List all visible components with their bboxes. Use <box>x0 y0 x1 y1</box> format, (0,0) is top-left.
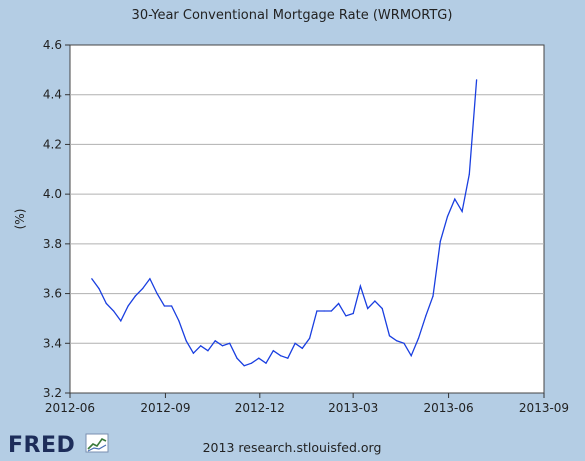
fred-logo-text: FRED <box>8 433 75 458</box>
data-point <box>359 285 361 287</box>
x-axis-ticks: 2012-06 2012-09 2012-12 2013-03 2013-06 2013-… <box>45 393 569 415</box>
data-point <box>410 355 412 357</box>
y-tick-label: 4.0 <box>43 187 62 201</box>
data-point <box>403 342 405 344</box>
data-point <box>120 320 122 322</box>
data-points <box>91 79 478 367</box>
x-tick-label: 2013-03 <box>328 401 378 415</box>
data-point <box>214 340 216 342</box>
source-credit: 2013 research.stlouisfed.org <box>203 440 382 455</box>
data-point <box>396 340 398 342</box>
data-point <box>207 350 209 352</box>
data-point <box>142 288 144 290</box>
data-point <box>330 310 332 312</box>
data-point <box>156 293 158 295</box>
data-point <box>352 312 354 315</box>
data-point <box>468 173 470 175</box>
data-point <box>432 295 434 297</box>
data-point <box>287 357 289 359</box>
y-axis-ticks: 3.2 3.4 3.6 3.8 4.0 4.2 4.4 4.6 <box>43 38 70 400</box>
data-point <box>280 355 282 357</box>
x-tick-label: 2012-12 <box>235 401 285 415</box>
chart-title: 30-Year Conventional Mortgage Rate (WRMO… <box>132 8 453 23</box>
x-tick-label: 2013-09 <box>519 401 569 415</box>
data-point <box>454 198 456 200</box>
data-point <box>91 278 93 280</box>
data-point <box>476 79 478 81</box>
data-point <box>200 345 202 347</box>
data-point <box>178 320 180 322</box>
plot-area <box>69 44 545 394</box>
data-point <box>374 300 376 302</box>
data-point <box>461 210 463 213</box>
data-point <box>171 305 173 307</box>
y-tick-label: 3.2 <box>43 386 62 400</box>
data-point <box>439 240 441 242</box>
data-point <box>301 347 303 349</box>
y-axis-label: (%) <box>13 209 27 230</box>
data-point <box>127 305 129 307</box>
data-point <box>309 337 311 339</box>
x-tick-label: 2012-09 <box>140 401 190 415</box>
data-point <box>243 365 245 367</box>
data-point <box>98 288 100 290</box>
data-point <box>236 357 238 359</box>
data-point <box>345 315 347 317</box>
series-line <box>91 79 478 367</box>
data-point <box>113 310 115 312</box>
y-tick-label: 4.6 <box>43 38 62 52</box>
y-tick-label: 4.2 <box>43 137 62 151</box>
chart-icon <box>85 433 109 453</box>
data-point <box>134 295 136 297</box>
fred-logo: FRED <box>8 433 109 458</box>
data-point <box>381 307 383 310</box>
data-point <box>338 302 340 305</box>
y-tick-label: 3.8 <box>43 237 62 251</box>
data-point <box>417 337 420 339</box>
x-tick-label: 2013-06 <box>424 401 474 415</box>
data-point <box>425 315 427 317</box>
data-point <box>316 310 318 312</box>
data-point <box>221 345 224 347</box>
data-point <box>192 352 194 354</box>
data-point <box>446 215 449 218</box>
data-point <box>265 362 267 364</box>
data-point <box>163 305 165 307</box>
data-point <box>250 362 253 364</box>
y-tick-label: 3.6 <box>43 287 62 301</box>
y-tick-label: 3.4 <box>43 336 62 350</box>
data-point <box>367 307 369 310</box>
y-tick-label: 4.4 <box>43 88 62 102</box>
data-point <box>105 302 107 305</box>
data-point <box>388 335 391 337</box>
data-point <box>229 342 231 344</box>
data-point <box>272 350 274 352</box>
data-point <box>149 278 151 280</box>
data-point <box>294 342 296 344</box>
data-point <box>323 310 325 312</box>
data-point <box>185 340 187 342</box>
grid-lines <box>70 94 544 344</box>
data-point <box>258 357 260 359</box>
x-tick-label: 2012-06 <box>45 401 95 415</box>
